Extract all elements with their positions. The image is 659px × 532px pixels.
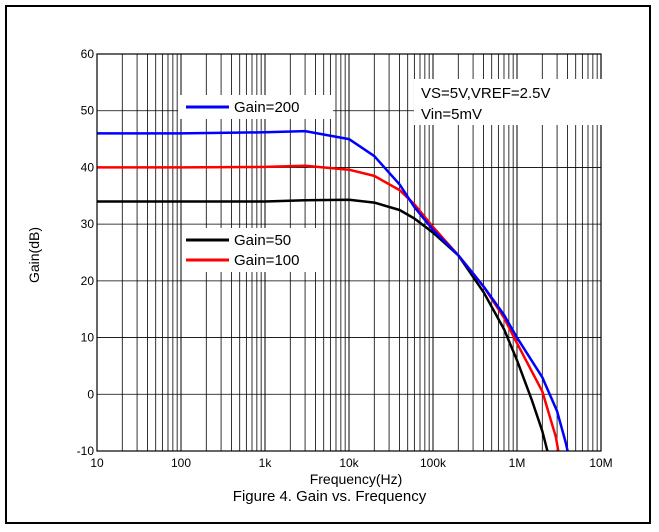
y-tick-label: 0 bbox=[87, 387, 94, 401]
figure-caption: Figure 4. Gain vs. Frequency bbox=[232, 488, 427, 505]
y-tick-label: 30 bbox=[81, 217, 95, 231]
y-tick-label: 10 bbox=[81, 331, 95, 345]
legend-box-top: Gain=200 bbox=[178, 95, 333, 119]
series-lines bbox=[97, 129, 569, 452]
y-tick-label: 20 bbox=[81, 274, 95, 288]
y-axis-title: Gain(dB) bbox=[26, 227, 42, 283]
legend-label-gain-50: Gain=50 bbox=[234, 232, 291, 249]
annotation-line-2: Vin=5mV bbox=[421, 106, 482, 123]
series-line-gain-200 bbox=[97, 129, 569, 452]
legend-label-gain-200: Gain=200 bbox=[234, 99, 299, 116]
plot-area-border bbox=[96, 53, 602, 452]
x-tick-label: 10 bbox=[90, 456, 104, 470]
conditions-annotation: VS=5V,VREF=2.5V Vin=5mV bbox=[414, 79, 604, 125]
x-tick-label: 100 bbox=[171, 456, 191, 470]
x-tick-label: 100k bbox=[420, 456, 447, 470]
annotation-line-1: VS=5V,VREF=2.5V bbox=[421, 85, 551, 102]
y-tick-label: 50 bbox=[81, 104, 95, 118]
tick-labels: 10 100 1k 10k 100k 1M 10M -10 0 10 20 30 40 50 60 bbox=[77, 47, 613, 470]
x-tick-label: 1M bbox=[509, 456, 526, 470]
legend-box-bottom: Gain=50 Gain=100 bbox=[182, 228, 317, 272]
series-line-gain-100 bbox=[97, 164, 560, 452]
gain-frequency-chart: 10 100 1k 10k 100k 1M 10M -10 0 10 20 30 40 50 60 Gain… bbox=[26, 47, 613, 487]
x-tick-label: 1k bbox=[259, 456, 273, 470]
legend-label-gain-100: Gain=100 bbox=[234, 252, 299, 269]
y-tick-label: 60 bbox=[81, 47, 95, 61]
x-tick-label: 10k bbox=[339, 456, 359, 470]
x-axis-title: Frequency(Hz) bbox=[310, 471, 403, 487]
series-line-gain-50 bbox=[97, 198, 549, 452]
y-tick-label: 40 bbox=[81, 160, 95, 174]
x-tick-label: 10M bbox=[589, 456, 612, 470]
y-tick-label: -10 bbox=[77, 444, 95, 458]
